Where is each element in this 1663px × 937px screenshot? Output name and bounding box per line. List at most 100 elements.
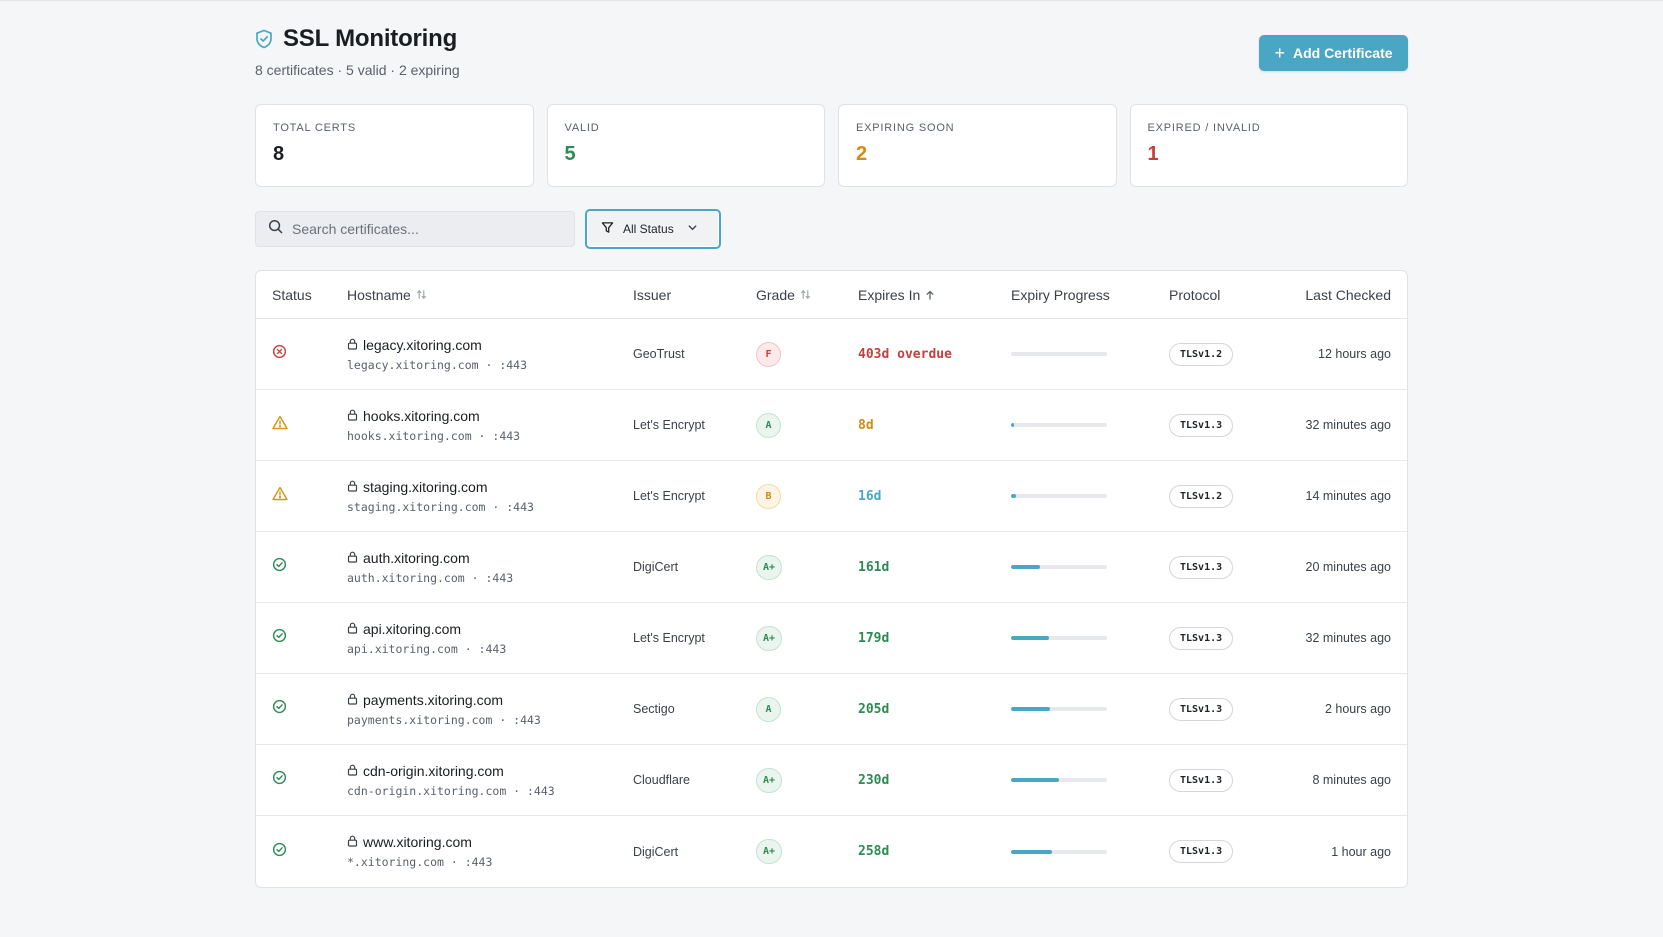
last-checked-cell: 12 hours ago (1318, 347, 1391, 361)
hostname[interactable]: www.xitoring.com (347, 834, 633, 850)
stat-value: 5 (564, 143, 576, 165)
grade-badge: A (756, 696, 781, 722)
stat-card: VALID 5 (546, 104, 825, 187)
grade-badge: A+ (756, 839, 783, 864)
lock-icon (347, 479, 358, 495)
progress-cell (1011, 849, 1169, 854)
column-progress: Expiry Progress (1011, 287, 1169, 303)
grade-cell: F (756, 341, 858, 367)
hostname[interactable]: payments.xitoring.com (347, 692, 633, 708)
protocol-badge: TLSv1.3 (1169, 768, 1234, 792)
table-row[interactable]: auth.xitoring.com auth.xitoring.com · :44… (256, 532, 1407, 603)
table-row[interactable]: hooks.xitoring.com hooks.xitoring.com · :… (256, 390, 1407, 461)
page-title: SSL Monitoring (283, 25, 458, 52)
last-checked-cell: 2 hours ago (1324, 702, 1391, 716)
table-row[interactable]: staging.xitoring.com staging.xitoring.com… (256, 461, 1407, 532)
table-row[interactable]: legacy.xitoring.com legacy.xitoring.com ·… (256, 319, 1407, 390)
hostname[interactable]: legacy.xitoring.com (347, 337, 633, 353)
hostname[interactable]: hooks.xitoring.com (347, 408, 633, 424)
expires-cell: 258d (858, 844, 890, 859)
hostname-endpoint: hooks.xitoring.com · :443 (347, 428, 521, 443)
status-cell (256, 415, 347, 435)
hostname-text: cdn-origin.xitoring.com (363, 762, 504, 779)
status-filter-select[interactable]: All Status (585, 209, 721, 249)
chevron-down-icon (687, 222, 698, 236)
grade-badge: B (756, 483, 781, 509)
hostname-endpoint: legacy.xitoring.com · :443 (347, 357, 528, 372)
expiry-progress-bar (1011, 565, 1107, 569)
protocol-badge: TLSv1.3 (1169, 626, 1234, 650)
search-input[interactable] (292, 221, 562, 237)
column-expires-label: Expires In (858, 286, 921, 303)
stats-row: TOTAL CERTS 8 VALID 5 EXPIRING SOON 2 EXPIRED … (255, 104, 1408, 187)
column-grade[interactable]: Grade (756, 287, 858, 303)
protocol-cell: TLSv1.3 (1169, 697, 1269, 721)
hostname-endpoint: cdn-origin.xitoring.com · :443 (347, 783, 555, 798)
grade-badge: A+ (756, 767, 783, 793)
protocol-cell: TLSv1.3 (1169, 768, 1269, 792)
expiry-progress-fill (1011, 494, 1016, 498)
progress-cell (1011, 565, 1169, 569)
sort-icon (416, 287, 427, 303)
last-checked-cell: 14 minutes ago (1305, 489, 1391, 503)
last-checked-cell: 8 minutes ago (1312, 773, 1391, 787)
hostname-endpoint: staging.xitoring.com · :443 (347, 499, 534, 514)
issuer-cell: Let's Encrypt (633, 489, 705, 503)
protocol-badge: TLSv1.3 (1169, 697, 1234, 721)
stat-card: EXPIRED / INVALID 1 (1129, 104, 1408, 187)
certificates-table: Status Hostname Issuer Grade Expires In … (255, 270, 1408, 888)
hostname-cell: auth.xitoring.com auth.xitoring.com · :44… (347, 550, 633, 585)
column-last-checked-label: Last Checked (1305, 286, 1391, 303)
expires-cell: 403d overdue (858, 346, 952, 362)
grade-cell: A (756, 412, 858, 438)
progress-cell (1011, 636, 1169, 640)
protocol-badge: TLSv1.3 (1169, 840, 1234, 863)
hostname[interactable]: api.xitoring.com (347, 621, 633, 637)
hostname-endpoint: *.xitoring.com · :443 (347, 855, 493, 869)
hostname-endpoint: payments.xitoring.com · :443 (347, 712, 541, 727)
hostname[interactable]: cdn-origin.xitoring.com (347, 763, 633, 779)
hostname[interactable]: auth.xitoring.com (347, 550, 633, 566)
hostname-text: payments.xitoring.com (363, 691, 504, 708)
column-protocol: Protocol (1169, 287, 1269, 303)
issuer-cell: Let's Encrypt (633, 418, 705, 432)
expiry-progress-bar (1011, 849, 1107, 854)
last-checked-cell: 32 minutes ago (1305, 631, 1391, 645)
hostname-text: auth.xitoring.com (363, 549, 470, 566)
status-cell (256, 628, 347, 648)
column-issuer-label: Issuer (633, 286, 672, 303)
column-expires[interactable]: Expires In (858, 287, 1011, 303)
column-status-label: Status (272, 286, 312, 303)
table-row[interactable]: cdn-origin.xitoring.com cdn-origin.xitori… (256, 745, 1407, 816)
column-hostname[interactable]: Hostname (347, 287, 633, 303)
search-box[interactable] (255, 211, 575, 247)
expiry-progress-bar (1011, 636, 1107, 640)
stat-value: 8 (273, 143, 285, 165)
grade-cell: A+ (756, 767, 858, 793)
hostname-cell: legacy.xitoring.com legacy.xitoring.com ·… (347, 337, 633, 372)
grade-badge: A (756, 412, 781, 438)
hostname-cell: payments.xitoring.com payments.xitoring.c… (347, 692, 633, 727)
grade-cell: B (756, 483, 858, 509)
hostname-cell: staging.xitoring.com staging.xitoring.com… (347, 479, 633, 514)
table-row[interactable]: www.xitoring.com *.xitoring.com · :443 Dig… (256, 816, 1407, 887)
add-certificate-label: Add Certificate (1292, 45, 1393, 61)
protocol-badge: TLSv1.3 (1169, 555, 1234, 579)
progress-cell (1011, 494, 1169, 498)
stat-value: 2 (856, 143, 868, 165)
table-row[interactable]: payments.xitoring.com payments.xitoring.c… (256, 674, 1407, 745)
check-circle-icon (272, 842, 287, 861)
status-cell (256, 344, 347, 364)
progress-cell (1011, 352, 1169, 356)
lock-icon (347, 834, 358, 850)
add-certificate-button[interactable]: + Add Certificate (1259, 35, 1408, 71)
column-protocol-label: Protocol (1169, 286, 1221, 303)
expiry-progress-bar (1011, 423, 1107, 427)
table-row[interactable]: api.xitoring.com api.xitoring.com · :443 L… (256, 603, 1407, 674)
stat-card: EXPIRING SOON 2 (838, 104, 1117, 187)
hostname-endpoint: auth.xitoring.com · :443 (347, 570, 514, 585)
progress-cell (1011, 707, 1169, 711)
stat-label: TOTAL CERTS (273, 122, 356, 134)
hostname[interactable]: staging.xitoring.com (347, 479, 633, 495)
status-cell (256, 557, 347, 577)
